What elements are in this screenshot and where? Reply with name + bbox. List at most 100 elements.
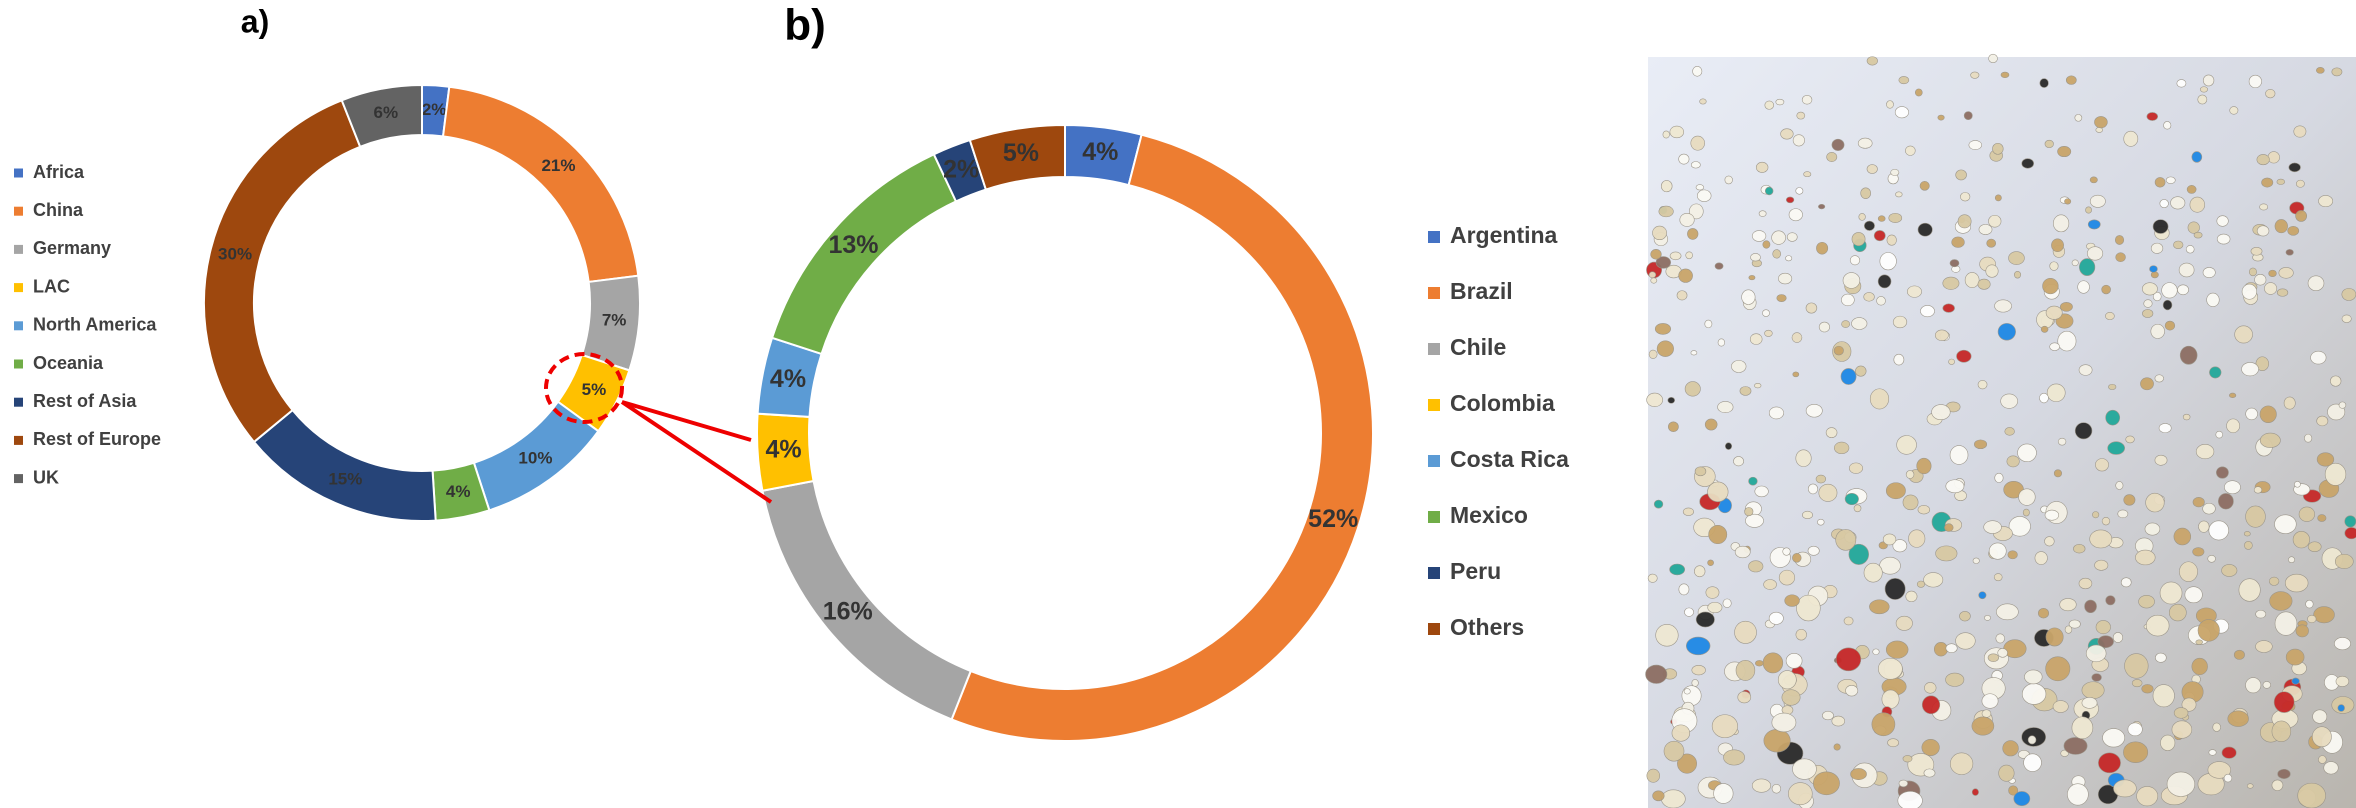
grain bbox=[2161, 282, 2178, 299]
grain bbox=[2316, 67, 2325, 74]
grain bbox=[2245, 677, 2262, 694]
grain bbox=[1690, 350, 1698, 356]
grain bbox=[2159, 581, 2183, 605]
grain bbox=[2178, 262, 2195, 278]
grain bbox=[2338, 401, 2347, 409]
grain bbox=[1805, 302, 1818, 314]
grain bbox=[1734, 620, 1757, 644]
grain bbox=[2150, 271, 2159, 279]
legend-swatch bbox=[14, 168, 23, 178]
grain bbox=[1771, 712, 1797, 733]
grain bbox=[1652, 790, 1665, 802]
grain bbox=[1993, 573, 2003, 582]
grain bbox=[2154, 177, 2166, 188]
grain bbox=[1949, 752, 1974, 775]
donut-slice bbox=[968, 123, 1066, 191]
legend-swatch bbox=[1428, 343, 1440, 355]
grain bbox=[2173, 527, 2192, 546]
grain bbox=[1737, 691, 1752, 704]
grain bbox=[1964, 272, 1980, 289]
legend-label: Rest of Asia bbox=[33, 391, 137, 411]
grain bbox=[1855, 365, 1867, 377]
grain bbox=[1850, 768, 1867, 781]
grain bbox=[2209, 366, 2222, 379]
grain bbox=[1653, 499, 1664, 509]
slice-label: 52% bbox=[1308, 505, 1358, 533]
grain bbox=[1764, 186, 1774, 196]
grain bbox=[1788, 208, 1803, 222]
grain bbox=[2135, 549, 2156, 566]
microplastics-photo bbox=[1645, 53, 2356, 808]
grain bbox=[2008, 785, 2019, 796]
grain bbox=[1655, 256, 1671, 269]
grain bbox=[1772, 249, 1782, 259]
grain bbox=[1707, 481, 1729, 503]
legend-swatch bbox=[14, 206, 23, 216]
grain bbox=[1722, 598, 1732, 608]
grain bbox=[2248, 267, 2257, 277]
donut-slice bbox=[203, 99, 362, 444]
grain bbox=[2310, 350, 2327, 365]
grain bbox=[2224, 480, 2241, 495]
grain bbox=[1685, 636, 1711, 656]
grain bbox=[2163, 121, 2172, 130]
grain bbox=[1650, 277, 1658, 284]
grain bbox=[1691, 679, 1699, 687]
grain bbox=[1998, 764, 2015, 782]
grain bbox=[2057, 437, 2067, 446]
grain bbox=[2023, 753, 2042, 772]
grain bbox=[2193, 231, 2203, 239]
grain bbox=[2008, 516, 2031, 537]
grain bbox=[1877, 215, 1886, 222]
grain bbox=[1916, 580, 1926, 588]
grain bbox=[1778, 569, 1796, 586]
grain bbox=[1935, 545, 1958, 562]
grain bbox=[1985, 264, 1999, 278]
grain bbox=[1731, 360, 1747, 373]
grain bbox=[1713, 783, 1734, 804]
grain bbox=[2045, 627, 2064, 647]
grain bbox=[1923, 572, 1944, 588]
legend-label: Colombia bbox=[1450, 390, 1555, 416]
grain bbox=[1896, 435, 1917, 455]
grain bbox=[1995, 633, 2005, 644]
grain bbox=[2068, 619, 2081, 629]
grain bbox=[2024, 669, 2043, 685]
grain bbox=[1842, 272, 1861, 289]
grain bbox=[1645, 664, 1668, 684]
panel-b-title: b) bbox=[784, 1, 826, 50]
grain bbox=[2095, 458, 2109, 472]
grain bbox=[2094, 559, 2109, 571]
grain bbox=[1988, 214, 2002, 228]
legend-swatch bbox=[1428, 511, 1440, 523]
legend-label: Germany bbox=[33, 238, 111, 258]
grain bbox=[1977, 379, 1988, 390]
grain bbox=[2207, 761, 2231, 779]
slice-label: 4% bbox=[765, 435, 801, 463]
grain bbox=[2323, 761, 2339, 775]
grain bbox=[2245, 505, 2266, 528]
grain bbox=[2208, 749, 2217, 756]
legend-swatch bbox=[14, 283, 23, 293]
slice-label: 21% bbox=[541, 156, 575, 175]
grain bbox=[1656, 340, 1674, 357]
grain bbox=[2160, 734, 2176, 751]
grain bbox=[1978, 591, 1987, 600]
grain bbox=[1763, 579, 1777, 590]
grain bbox=[2115, 252, 2126, 263]
grain bbox=[1841, 320, 1851, 328]
grain bbox=[1866, 56, 1878, 66]
grain bbox=[2216, 466, 2229, 479]
grain bbox=[1684, 607, 1694, 617]
grain bbox=[2053, 214, 2070, 233]
grain bbox=[2150, 323, 2165, 339]
grain bbox=[1662, 130, 1670, 139]
grain bbox=[1866, 164, 1878, 174]
grain bbox=[2018, 488, 2036, 506]
grain bbox=[1817, 518, 1825, 526]
grain bbox=[2164, 320, 2176, 331]
grain bbox=[1786, 232, 1798, 242]
grain bbox=[1902, 755, 1913, 763]
grain bbox=[1669, 125, 1685, 139]
